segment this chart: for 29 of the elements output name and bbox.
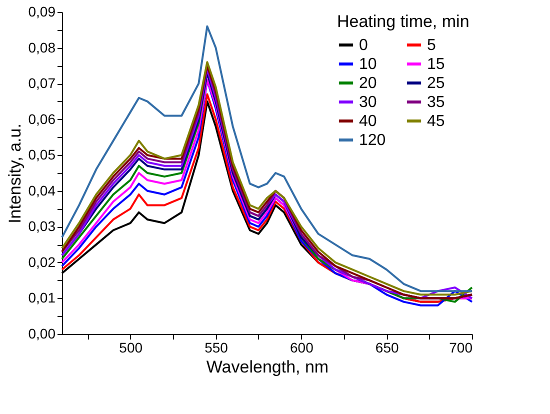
legend-label: 10	[359, 56, 377, 73]
y-tick-label: 0,07	[28, 75, 56, 92]
x-tick-label: 650	[375, 340, 399, 356]
legend-label: 20	[359, 75, 377, 92]
legend-label: 5	[427, 37, 436, 54]
y-tick-label: 0,03	[28, 218, 56, 234]
y-tick-label: 0,02	[28, 254, 56, 270]
y-tick-label: 0,08	[28, 39, 56, 56]
x-tick-label: 600	[290, 340, 314, 356]
legend-label: 45	[427, 113, 445, 130]
legend-title: Heating time, min	[337, 12, 470, 31]
x-tick-label: 700	[449, 340, 473, 356]
y-tick-label: 0,09	[28, 4, 56, 20]
legend-label: 30	[359, 94, 377, 111]
x-axis-title: Wavelength, nm	[206, 358, 329, 376]
y-tick-label: 0,04	[28, 182, 56, 198]
x-tick-label: 550	[204, 340, 228, 356]
y-tick-label: 0,01	[28, 290, 56, 306]
legend-label: 120	[359, 132, 386, 149]
legend-label: 15	[427, 56, 445, 73]
legend-label: 0	[359, 37, 368, 54]
x-tick-label: 500	[119, 340, 143, 356]
legend-label: 35	[427, 94, 445, 111]
y-tick-label: 0,00	[28, 326, 56, 342]
legend-label: 25	[427, 75, 445, 92]
legend-label: 40	[359, 113, 377, 130]
y-tick-label: 0,06	[28, 110, 56, 127]
y-axis-title: Intensity, a.u.	[5, 124, 24, 224]
y-tick-label: 0,05	[28, 146, 56, 163]
